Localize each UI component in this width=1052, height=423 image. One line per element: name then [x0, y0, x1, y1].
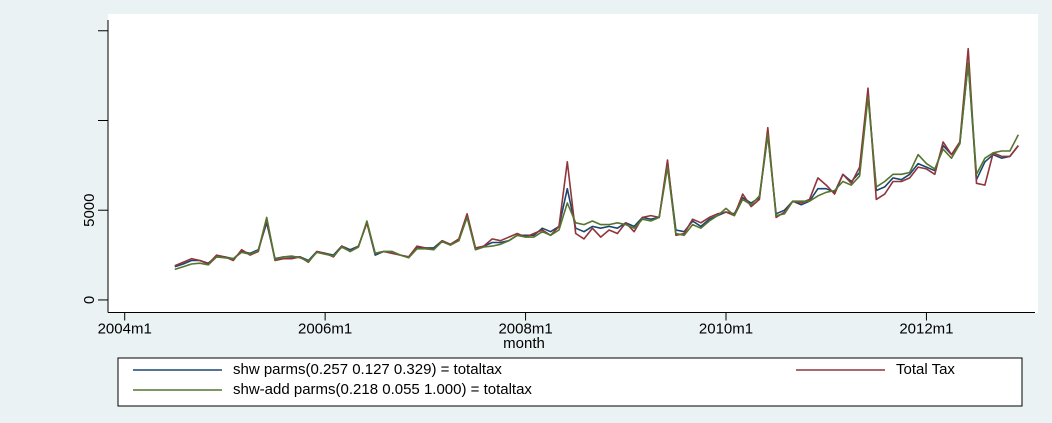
legend-box — [117, 357, 1023, 407]
y-tick-label: 0 — [81, 296, 98, 304]
x-tick-label: 2012m1 — [899, 320, 953, 337]
legend-label: shw-add parms(0.218 0.055 1.000) = total… — [233, 381, 532, 398]
x-tick-label: 2008m1 — [498, 320, 552, 337]
x-axis-title: month — [503, 335, 545, 352]
plot-region — [108, 14, 1038, 313]
x-tick-label: 2010m1 — [699, 320, 753, 337]
x-tick-label: 2004m1 — [98, 320, 152, 337]
legend-label: Total Tax — [896, 361, 955, 378]
series-line — [174, 62, 1020, 271]
legend-label: shw parms(0.257 0.127 0.329) = totaltax — [233, 361, 502, 378]
x-tick-label: 2006m1 — [298, 320, 352, 337]
y-tick-label: 5000 — [81, 194, 98, 227]
